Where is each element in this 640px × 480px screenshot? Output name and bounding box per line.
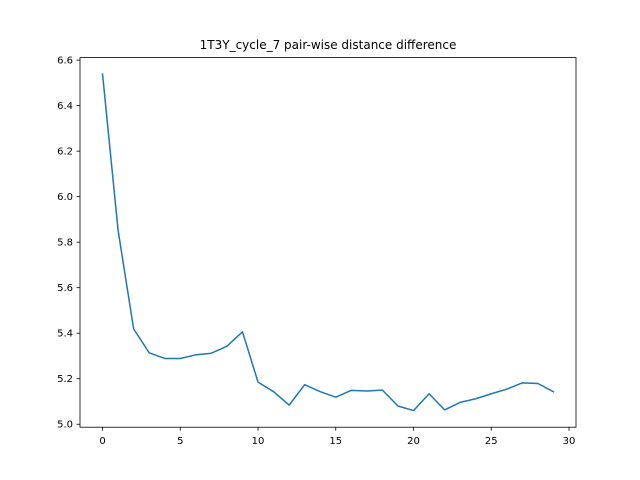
y-tick-label: 6.0 [57, 192, 73, 203]
x-tick-label: 20 [407, 436, 420, 447]
series-layer [101, 73, 555, 412]
series-line-0 [101, 73, 555, 412]
y-tick-label: 5.4 [57, 329, 73, 340]
x-tick-label: 10 [252, 436, 265, 447]
y-tick-label: 6.4 [57, 101, 73, 112]
x-tick-label: 5 [177, 436, 183, 447]
plot-frame [79, 57, 577, 428]
y-tick-label: 6.2 [57, 147, 73, 158]
x-axis-ticks: 0 5 10 15 20 25 30 [99, 427, 575, 447]
y-tick-label: 6.6 [57, 56, 73, 67]
y-tick-label: 5.2 [57, 374, 73, 385]
y-tick-label: 5.8 [57, 238, 73, 249]
y-axis-ticks: 5.0 5.2 5.4 5.6 5.8 6.0 6.2 6.4 6.6 [57, 56, 80, 431]
x-tick-label: 0 [99, 436, 105, 447]
x-tick-label: 25 [485, 436, 498, 447]
x-tick-label: 15 [329, 436, 342, 447]
chart-title: 1T3Y_cycle_7 pair-wise distance differen… [200, 38, 457, 52]
y-tick-label: 5.0 [57, 420, 73, 431]
y-tick-label: 5.6 [57, 283, 73, 294]
x-tick-label: 30 [563, 436, 576, 447]
